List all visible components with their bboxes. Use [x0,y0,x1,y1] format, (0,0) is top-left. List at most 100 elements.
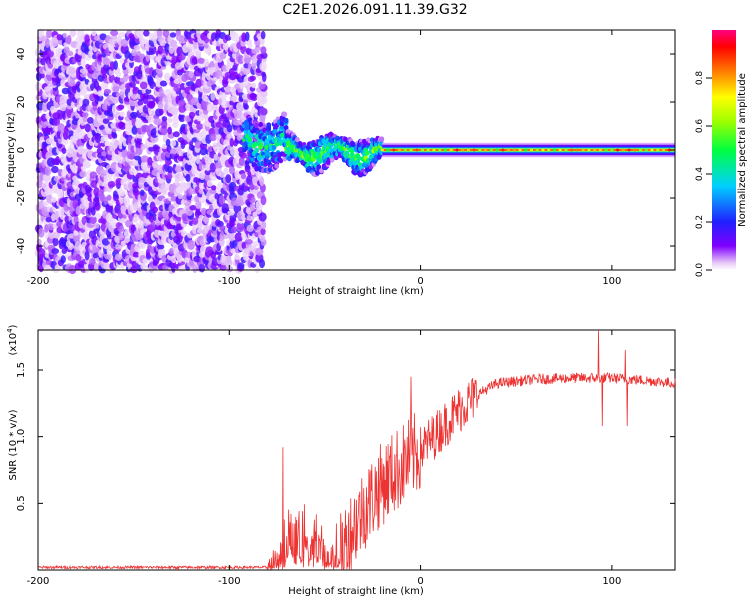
spectrogram-cell [152,206,159,214]
spectrogram-cell [164,72,171,81]
spectrogram-cell [604,148,608,152]
spectrogram-cell [117,104,125,110]
spectrogram-cell [198,263,206,273]
spectrogram-cell [233,119,242,126]
colorbar-tick-label: 0.0 [695,263,705,278]
colorbar-tick-label: 0.2 [695,215,705,229]
spectrogram-cell [329,157,335,163]
spectrogram-cell [158,248,166,256]
spectrogram-cell [282,111,288,117]
spectrogram-cell [180,139,189,145]
spectrogram-cell [56,34,63,41]
x-tick-label: 0 [417,576,423,587]
spectrogram-cell [250,156,256,162]
spectrogram-cell [661,148,666,152]
spectrogram-cell [249,75,256,81]
spectrogram-cell [86,116,94,124]
y-tick-label: 0 [16,147,27,153]
spectrogram-cell [219,52,227,60]
spectrogram-cell [243,67,251,76]
spectrogram-cell [102,58,112,66]
spectrogram-cell [259,96,268,105]
spectrogram-x-label: Height of straight line (km) [288,286,424,297]
spectrogram-cell [135,118,143,129]
spectrogram-cell [212,201,219,211]
spectrogram-cell [237,54,245,65]
spectrogram-cell [153,118,162,126]
spectrogram-cell [137,100,144,107]
spectrogram-cell [226,124,233,133]
spectrogram-cell [169,105,179,116]
spectrogram-cell [255,208,262,215]
spectrogram-cell [116,71,122,78]
spectrogram-cell [163,210,170,221]
spectrogram-cell [135,232,143,241]
spectrogram-cell [132,251,140,258]
spectrogram-cell [37,228,45,238]
spectrogram-cell [226,255,232,263]
spectrogram-cell [113,60,118,71]
colorbar-tick-label: 0.6 [695,119,705,134]
spectrogram-cell [167,126,172,135]
spectrogram-cell [466,148,471,152]
spectrogram-cell [214,193,220,200]
spectrogram-cell [110,30,119,36]
spectrogram-cell [204,169,212,176]
spectrogram-cell [638,148,643,152]
spectrogram-x-ticks: -200 -100 0 100 [27,30,621,287]
spectrogram-cell [133,202,139,212]
spectrogram-cell [541,148,545,152]
snr-y-multiplier: (x104) [6,324,19,355]
spectrogram-cell [169,148,178,155]
spectrogram-cell [397,148,402,152]
x-tick-label: 0 [417,276,423,287]
y-tick-label: 40 [16,48,27,61]
snr-y-multiplier-close: ) [8,324,19,328]
spectrogram-cell [177,193,184,200]
spectrogram-cell [203,58,210,67]
spectrogram-cell [575,148,580,152]
colorbar-tick-label: 0.8 [695,71,705,86]
spectrogram-cell [109,61,115,71]
spectrogram-cell [103,88,112,95]
spectrogram-cell [39,136,45,143]
spectrogram-cell [251,82,257,89]
spectrogram-cell [84,250,90,261]
y-tick-label: 1.0 [16,429,27,445]
spectrogram-cell [156,28,163,39]
spectrogram-cell [158,87,164,96]
spectrogram-cell [62,32,68,39]
spectrogram-cell [570,148,574,152]
spectrogram-cell [60,53,66,62]
spectrogram-cell [52,117,61,126]
spectrogram-cell [239,81,245,90]
spectrogram-cell [84,184,92,193]
spectrogram-cell [139,81,148,90]
spectrogram-cell [187,239,196,250]
spectrogram-cell [250,168,256,176]
spectrogram-cell [472,148,476,152]
x-tick-label: 100 [602,276,621,287]
spectrogram-cell [88,201,94,209]
spectrogram-cell [258,121,264,128]
spectrogram-cell [461,148,465,152]
spectrogram-cell [131,125,138,135]
spectrogram-cell [91,30,97,37]
spectrogram-cell [250,196,256,204]
spectrogram-cell [130,111,138,119]
spectrogram-cell [142,258,150,264]
spectrogram-cell [95,213,102,220]
spectrogram-cell [50,197,57,203]
spectrogram-cell [209,133,217,142]
spectrogram-cell [294,136,300,143]
snr-series-line [37,329,676,571]
y-tick-label: 0.5 [16,495,27,511]
spectrogram-cell [241,93,249,100]
spectrogram-cell [316,164,322,170]
spectrogram-cell [79,88,87,96]
spectrogram-cell [255,247,264,256]
spectrogram-cell [259,176,265,187]
spectrogram-cell [506,148,511,152]
spectrogram-cell [174,165,184,173]
spectrogram-cell [188,111,196,119]
